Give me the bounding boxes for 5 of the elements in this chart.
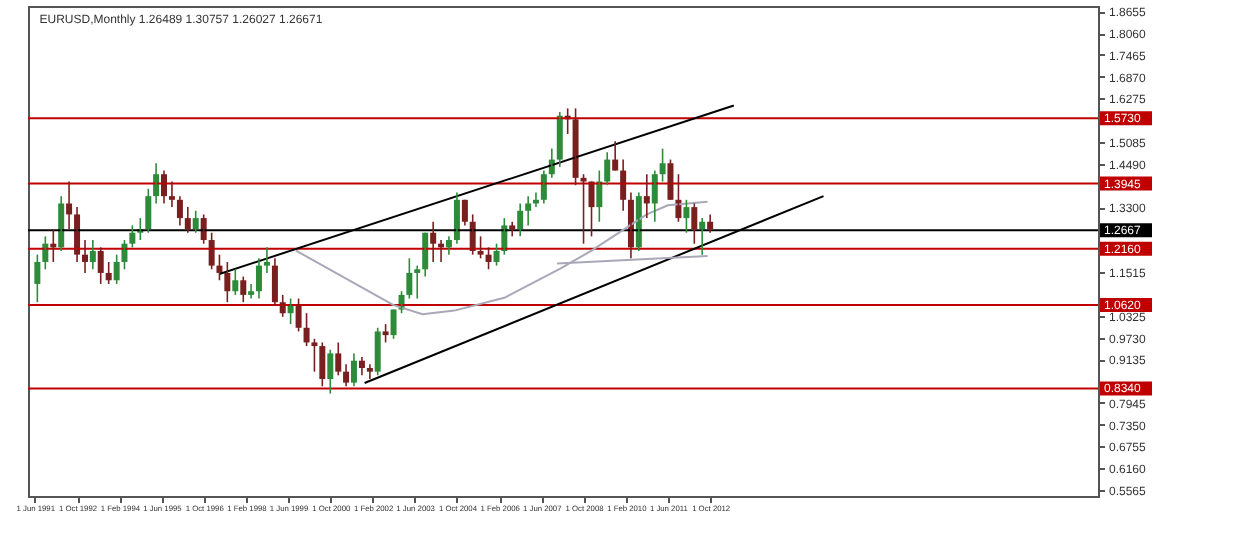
candlestick	[580, 173, 587, 245]
candlestick	[382, 323, 389, 344]
candlestick	[311, 337, 318, 373]
candlestick	[477, 235, 484, 260]
line-series	[294, 200, 709, 316]
